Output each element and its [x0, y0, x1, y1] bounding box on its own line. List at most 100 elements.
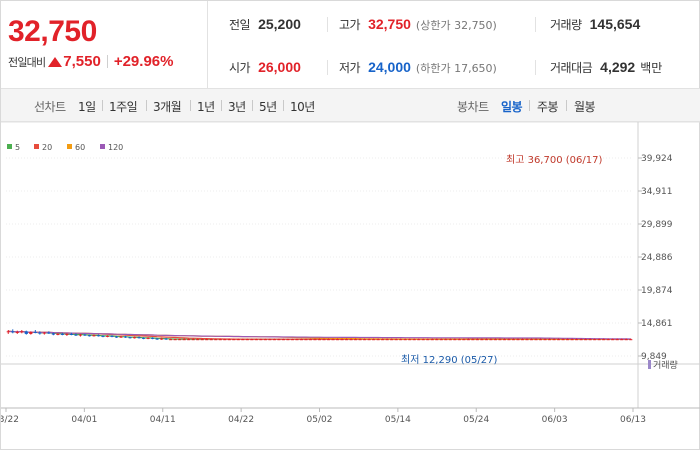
candle-body — [281, 339, 285, 341]
candle-body — [453, 339, 457, 341]
period-1w[interactable]: 1주일 — [109, 100, 138, 114]
candle-body — [525, 339, 529, 341]
candle-body — [56, 333, 60, 335]
legend-label-20: 20 — [42, 143, 52, 152]
candle-body — [263, 339, 267, 341]
up-arrow-icon — [48, 56, 63, 67]
chart-grid — [1, 121, 700, 409]
period-1y[interactable]: 1년 — [197, 100, 215, 114]
candle-body — [615, 339, 619, 341]
divider — [283, 100, 284, 111]
y-tick-label: 24,886 — [641, 253, 673, 263]
stat-high: 고가 32,750 (상한가 32,750) — [339, 16, 497, 33]
candle-weekly[interactable]: 주봉 — [537, 100, 559, 114]
candle-body — [78, 334, 83, 336]
candle-body — [47, 332, 51, 334]
period-3y[interactable]: 3년 — [228, 100, 246, 114]
candle-body — [376, 339, 380, 341]
candle-body — [538, 339, 543, 341]
candle-body — [444, 339, 448, 341]
candle-body — [475, 339, 479, 341]
candle-body — [435, 339, 439, 341]
candle-body — [579, 339, 583, 341]
period-5y[interactable]: 5년 — [259, 100, 277, 114]
candle-body — [114, 336, 119, 338]
candle-body — [245, 339, 249, 341]
candle-body — [363, 339, 367, 341]
ma-line-120 — [8, 330, 631, 340]
candle-body — [272, 339, 276, 341]
stat-value: 32,750 — [368, 16, 411, 32]
candle-body — [65, 333, 69, 335]
candle-body — [561, 339, 565, 341]
divider — [190, 100, 191, 111]
price-panel: 32,750 전일대비 7,550 +29.96% — [1, 1, 208, 89]
candle-body — [417, 339, 421, 341]
candle-body — [317, 339, 322, 341]
candle-body — [286, 339, 290, 341]
candle-body — [277, 339, 281, 341]
divider — [566, 100, 567, 111]
candle-body — [169, 339, 173, 341]
candle-body — [430, 339, 434, 341]
divider — [221, 100, 222, 111]
candle-body — [498, 339, 502, 341]
candle-body — [620, 339, 624, 341]
legend-label-120: 120 — [108, 143, 123, 152]
divider — [327, 17, 328, 32]
candle-daily[interactable]: 일봉 — [501, 100, 523, 114]
candle-body — [335, 339, 340, 341]
change-label: 전일대비 — [8, 55, 46, 69]
stat-value: 24,000 — [368, 59, 411, 75]
x-tick-label: 03/22 — [1, 415, 19, 425]
candle-body — [493, 339, 497, 341]
candle-body — [520, 339, 525, 341]
period-3m[interactable]: 3개월 — [153, 100, 182, 114]
candle-body — [484, 339, 488, 341]
candle-body — [502, 339, 507, 341]
legend-swatch-120 — [100, 144, 105, 149]
candle-body — [426, 339, 430, 341]
candle-body — [381, 339, 385, 341]
candle-body — [20, 331, 24, 333]
candle-body — [606, 339, 610, 341]
candle-body — [399, 339, 403, 341]
candle-body — [200, 339, 204, 341]
candle-body — [611, 339, 615, 341]
candle-body — [51, 333, 55, 335]
candle-body — [128, 337, 132, 339]
stat-label: 고가 — [339, 18, 361, 32]
candle-body — [119, 336, 123, 338]
candle-body — [354, 339, 358, 341]
x-tick-label: 04/11 — [150, 415, 176, 425]
candle-body — [160, 338, 164, 340]
candle-body — [390, 339, 394, 341]
divider — [106, 55, 108, 68]
x-tick-label: 05/02 — [307, 415, 333, 425]
candle-body — [33, 331, 37, 333]
stat-label: 전일 — [229, 18, 251, 32]
candle-body — [489, 339, 493, 341]
divider — [146, 100, 147, 111]
candle-body — [408, 339, 412, 341]
candle-body — [403, 339, 407, 341]
quote-header: 32,750 전일대비 7,550 +29.96% 전일 25,200 고가 3… — [1, 1, 700, 89]
candle-body — [290, 339, 295, 341]
candle-monthly[interactable]: 월봉 — [574, 100, 596, 114]
candle-body — [92, 335, 96, 337]
period-10y[interactable]: 10년 — [290, 100, 315, 114]
candle-body — [299, 339, 304, 341]
x-tick-label: 04/22 — [228, 415, 254, 425]
candle-body — [74, 334, 78, 336]
annotations: 최고 36,700 (06/17) 최저 12,290 (05/27) — [401, 154, 602, 366]
candle-body — [29, 331, 33, 334]
candle-body — [367, 339, 371, 341]
stat-unit: 백만 — [640, 61, 663, 75]
candle-body — [304, 339, 308, 341]
candle-body — [480, 339, 484, 341]
stat-value: 4,292 — [600, 59, 636, 75]
candle-body — [629, 339, 633, 341]
period-1d[interactable]: 1일 — [78, 100, 96, 114]
candle-body — [547, 339, 552, 341]
